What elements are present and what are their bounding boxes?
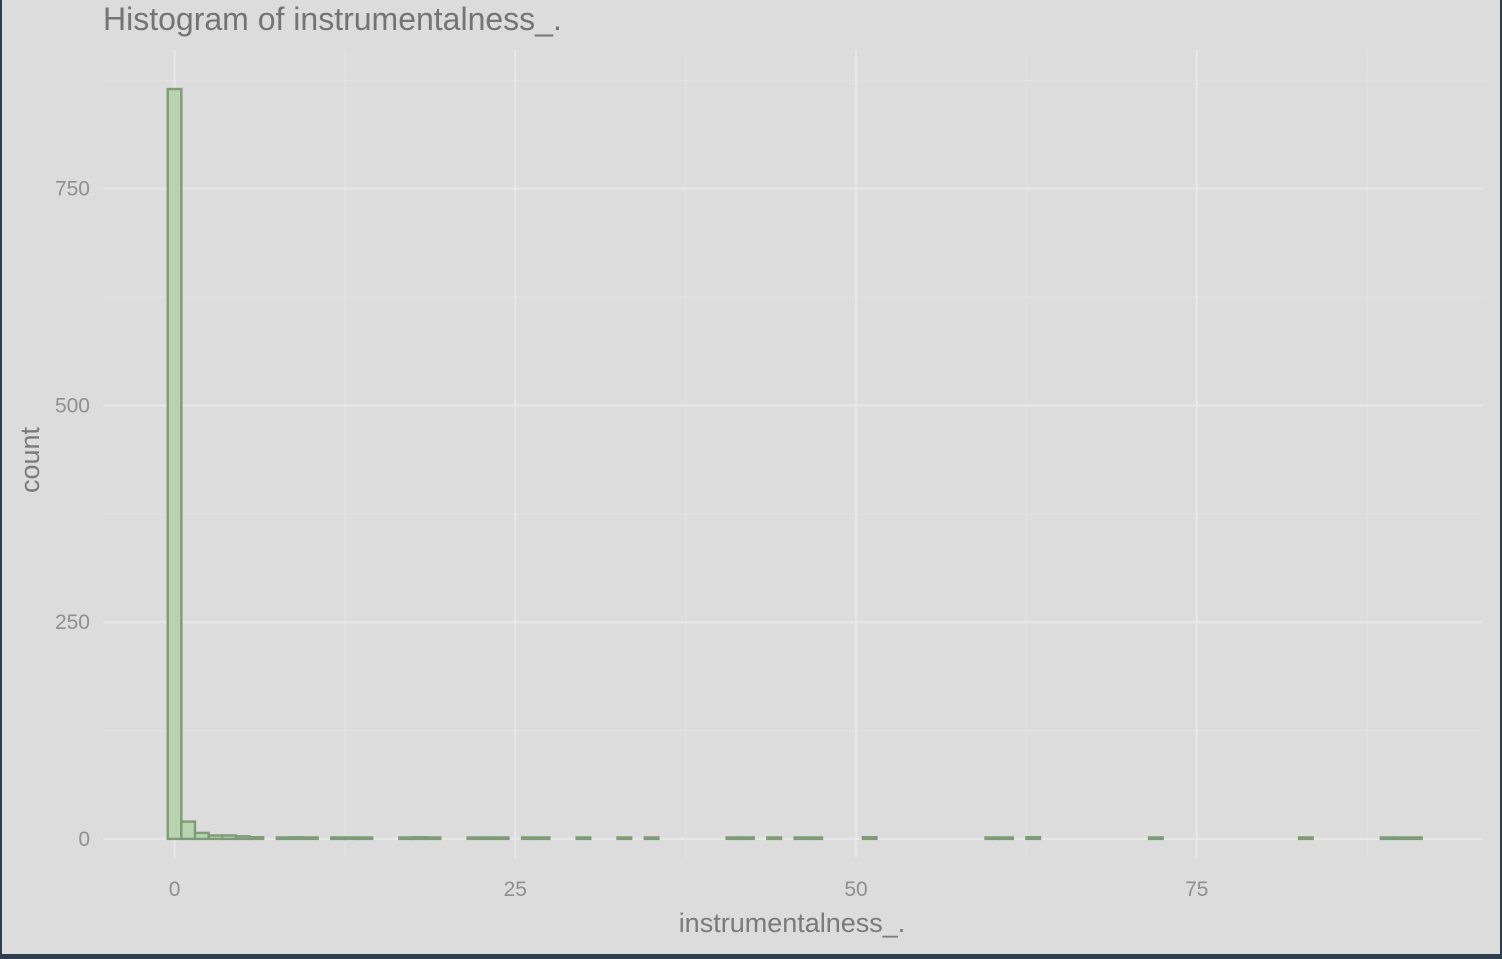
y-tick-label: 0 [78, 828, 90, 851]
histogram-bar [575, 836, 592, 841]
histogram-bar [766, 836, 783, 841]
histogram-bar [643, 836, 660, 841]
x-axis-label: instrumentalness_. [679, 908, 906, 938]
grid-lines [103, 50, 1483, 858]
histogram-bar [357, 836, 374, 841]
histogram-bar [207, 834, 224, 841]
histogram-bar [616, 836, 633, 841]
histogram-bar [493, 836, 510, 841]
histogram-bar [289, 835, 306, 841]
histogram-bar [466, 836, 483, 841]
x-tick-label: 75 [1185, 878, 1208, 901]
y-tick-label: 750 [55, 178, 90, 201]
histogram-bar [1393, 836, 1410, 841]
histogram-bar [193, 831, 210, 841]
histogram-bar [330, 836, 347, 841]
x-tick-label: 50 [844, 878, 867, 901]
histogram-bar [1297, 836, 1314, 841]
histogram-bar [725, 836, 742, 841]
histogram-bar [1406, 836, 1423, 841]
y-axis-label: count [15, 426, 45, 493]
x-axis-ticks: 0 25 50 75 [169, 878, 1209, 901]
histogram-bar [248, 835, 265, 841]
histogram-bar [275, 836, 292, 841]
y-axis-ticks: 0 250 500 750 [55, 178, 90, 851]
chart-title: Histogram of instrumentalness_. [103, 1, 562, 37]
histogram-bar [166, 87, 183, 841]
histogram-bar [861, 835, 878, 841]
histogram-bar [480, 836, 497, 841]
histogram-bar [425, 836, 442, 841]
histogram-bar [234, 835, 251, 841]
histogram-bar [302, 836, 319, 841]
y-tick-label: 250 [55, 611, 90, 634]
histogram-bar [793, 836, 810, 841]
histogram-bar [221, 834, 238, 841]
histogram-bar [411, 835, 428, 841]
histogram-bars [166, 87, 1423, 841]
x-tick-label: 25 [504, 878, 527, 901]
histogram-bar [1147, 836, 1164, 841]
histogram-bar [180, 820, 197, 841]
histogram-bar [398, 836, 415, 841]
histogram-bar [534, 836, 551, 841]
histogram-bar [984, 836, 1001, 841]
histogram-bar [807, 836, 824, 841]
x-tick-label: 0 [169, 878, 181, 901]
histogram-bar [1025, 835, 1042, 841]
histogram-bar [343, 836, 360, 841]
histogram-bar [738, 836, 756, 841]
histogram-bar [997, 836, 1014, 841]
y-tick-label: 500 [55, 394, 90, 417]
histogram-bar [1379, 836, 1396, 841]
histogram-bar [520, 836, 537, 841]
